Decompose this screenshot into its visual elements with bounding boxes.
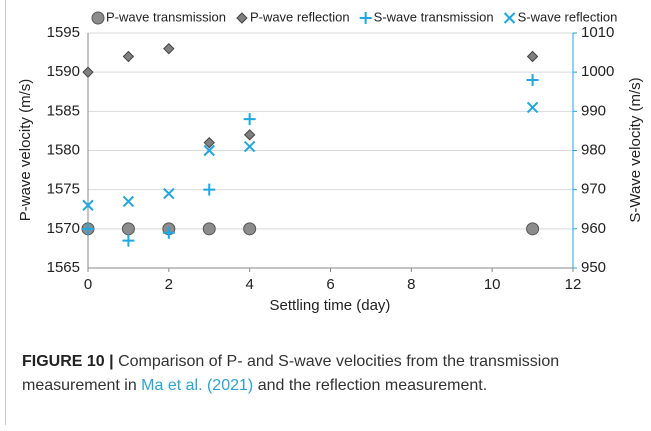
y-tick-label: 1595 [47,24,80,41]
chart: P-wave velocity (m/s) S-Wave velocity (m… [17,9,644,314]
legend-marker [359,12,372,24]
point [203,144,215,157]
y2-tick-label: 1010 [581,24,614,41]
y2-tick-label: 1000 [581,63,614,80]
y2-tick-label: 990 [581,102,606,119]
x-axis-title: Settling time (day) [270,297,391,314]
point [526,222,540,236]
caption: FIGURE 10 | Comparison of P- and S-wave … [22,350,622,398]
caption-label: FIGURE 10 | [22,353,114,370]
x-tick-label: 12 [565,276,582,293]
legend-label: S-wave reflection [518,9,618,24]
y-tick-label: 1565 [47,259,80,276]
y2-tick-label: 950 [581,259,606,276]
y-tick-label: 1570 [47,220,80,237]
y2-tick-label: 960 [581,220,606,237]
frame-line [5,0,6,425]
legend-marker [503,12,516,24]
legend-label: P-wave transmission [106,9,226,24]
point [82,199,94,212]
point [121,222,135,236]
legend-label: S-wave transmission [374,9,494,24]
caption-text: Comparison of P- and S-wave velocities f… [22,353,560,394]
point [162,226,175,239]
y-tick-label: 1575 [47,181,80,198]
point [122,234,135,247]
x-tick-label: 6 [326,276,334,293]
point [243,129,256,141]
y2-tick-label: 970 [581,181,606,198]
y-tick-label: 1585 [47,102,80,119]
legend-marker [236,12,248,24]
point [122,195,135,208]
legend-label: P-wave reflection [250,9,350,24]
point [203,136,215,149]
y2-tick-label: 980 [581,141,606,158]
x-tick-label: 2 [165,276,173,293]
point [243,222,257,236]
point [243,113,256,126]
point [243,140,256,153]
point [203,183,216,196]
x-tick-label: 0 [84,276,92,293]
x-tick-label: 10 [484,276,501,293]
legend-marker [91,11,105,25]
y-axis-title: P-wave velocity (m/s) [17,79,34,222]
y-tick-label: 1590 [47,63,80,80]
point [163,187,175,200]
y2-axis-title: S-Wave velocity (m/s) [627,77,644,222]
point [163,42,175,55]
caption-link[interactable]: Ma et al. (2021) [141,377,254,394]
point [122,50,135,63]
x-tick-label: 4 [245,276,253,293]
x-tick-label: 8 [407,276,415,293]
point [526,74,539,86]
point [526,101,539,114]
point [82,66,94,78]
point [526,50,539,63]
point [82,222,94,235]
y-tick-label: 1580 [47,141,80,158]
caption-text-end: and the reflection measurement. [257,377,488,394]
point [202,222,216,236]
